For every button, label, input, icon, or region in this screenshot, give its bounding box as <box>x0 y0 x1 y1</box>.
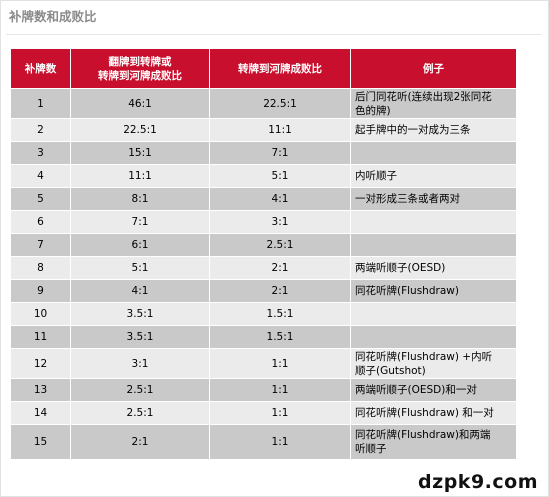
flop-or-turn-odds-cell: 15:1 <box>70 141 210 165</box>
example-cell <box>350 325 517 349</box>
example-cell <box>350 233 517 257</box>
turn-to-river-odds-cell: 11:1 <box>209 118 351 142</box>
title-divider <box>6 34 541 35</box>
outs-cell: 10 <box>10 302 71 326</box>
flop-or-turn-odds-cell: 2.5:1 <box>70 378 210 402</box>
table-row: 11 3.5:1 1.5:1 <box>10 325 517 349</box>
turn-to-river-odds-cell: 5:1 <box>209 164 351 188</box>
table-header-row: 补牌数 翻牌到转牌或 转牌到河牌成败比 转牌到河牌成败比 例子 <box>10 48 517 89</box>
table-row: 2 22.5:1 11:1 起手牌中的一对成为三条 <box>10 118 517 142</box>
flop-or-turn-odds-cell: 4:1 <box>70 279 210 303</box>
outs-cell: 9 <box>10 279 71 303</box>
example-cell: 内听顺子 <box>350 164 517 188</box>
section-title: 补牌数和成败比 <box>9 9 97 24</box>
turn-to-river-odds-cell: 1:1 <box>209 401 351 425</box>
flop-or-turn-odds-cell: 6:1 <box>70 233 210 257</box>
table-row: 7 6:1 2.5:1 <box>10 233 517 257</box>
table-row: 12 3:1 1:1 同花听牌(Flushdraw) +内听 顺子(Gutshot) <box>10 348 517 379</box>
flop-or-turn-odds-cell: 3.5:1 <box>70 302 210 326</box>
site-watermark: dzpk9.com <box>418 471 538 493</box>
example-cell: 同花听牌(Flushdraw) 和一对 <box>350 401 517 425</box>
header-outs: 补牌数 <box>10 48 71 89</box>
table-row: 15 2:1 1:1 同花听牌(Flushdraw)和两端 听顺子 <box>10 424 517 460</box>
table-row: 13 2.5:1 1:1 两端听顺子(OESD)和一对 <box>10 378 517 402</box>
example-cell <box>350 302 517 326</box>
table-row: 1 46:1 22.5:1 后门同花听(连续出现2张同花 色的牌) <box>10 88 517 119</box>
flop-or-turn-odds-cell: 2:1 <box>70 424 210 460</box>
example-cell: 后门同花听(连续出现2张同花 色的牌) <box>350 88 517 119</box>
flop-or-turn-odds-cell: 5:1 <box>70 256 210 280</box>
outs-cell: 11 <box>10 325 71 349</box>
table-row: 6 7:1 3:1 <box>10 210 517 234</box>
header-flop-or-turn-odds: 翻牌到转牌或 转牌到河牌成败比 <box>70 48 210 89</box>
turn-to-river-odds-cell: 1.5:1 <box>209 325 351 349</box>
example-cell: 同花听牌(Flushdraw) +内听 顺子(Gutshot) <box>350 348 517 379</box>
table-row: 14 2.5:1 1:1 同花听牌(Flushdraw) 和一对 <box>10 401 517 425</box>
flop-or-turn-odds-cell: 3.5:1 <box>70 325 210 349</box>
table-row: 3 15:1 7:1 <box>10 141 517 165</box>
outs-cell: 8 <box>10 256 71 280</box>
header-turn-to-river-odds: 转牌到河牌成败比 <box>209 48 351 89</box>
turn-to-river-odds-cell: 2:1 <box>209 256 351 280</box>
table-row: 9 4:1 2:1 同花听牌(Flushdraw) <box>10 279 517 303</box>
example-cell: 同花听牌(Flushdraw)和两端 听顺子 <box>350 424 517 460</box>
outs-cell: 4 <box>10 164 71 188</box>
outs-cell: 2 <box>10 118 71 142</box>
example-cell: 两端听顺子(OESD)和一对 <box>350 378 517 402</box>
flop-or-turn-odds-cell: 11:1 <box>70 164 210 188</box>
turn-to-river-odds-cell: 2.5:1 <box>209 233 351 257</box>
turn-to-river-odds-cell: 22.5:1 <box>209 88 351 119</box>
turn-to-river-odds-cell: 1:1 <box>209 424 351 460</box>
flop-or-turn-odds-cell: 46:1 <box>70 88 210 119</box>
header-example: 例子 <box>350 48 517 89</box>
turn-to-river-odds-cell: 7:1 <box>209 141 351 165</box>
turn-to-river-odds-cell: 1.5:1 <box>209 302 351 326</box>
example-cell: 一对形成三条或者两对 <box>350 187 517 211</box>
table-row: 10 3.5:1 1.5:1 <box>10 302 517 326</box>
outs-cell: 15 <box>10 424 71 460</box>
example-cell: 起手牌中的一对成为三条 <box>350 118 517 142</box>
flop-or-turn-odds-cell: 7:1 <box>70 210 210 234</box>
example-cell <box>350 210 517 234</box>
table-row: 4 11:1 5:1 内听顺子 <box>10 164 517 188</box>
outs-cell: 12 <box>10 348 71 379</box>
outs-cell: 14 <box>10 401 71 425</box>
outs-cell: 5 <box>10 187 71 211</box>
flop-or-turn-odds-cell: 8:1 <box>70 187 210 211</box>
turn-to-river-odds-cell: 1:1 <box>209 348 351 379</box>
example-cell: 两端听顺子(OESD) <box>350 256 517 280</box>
flop-or-turn-odds-cell: 22.5:1 <box>70 118 210 142</box>
outs-odds-table: 补牌数 翻牌到转牌或 转牌到河牌成败比 转牌到河牌成败比 例子 1 46:1 22.… <box>10 48 517 460</box>
table-row: 8 5:1 2:1 两端听顺子(OESD) <box>10 256 517 280</box>
turn-to-river-odds-cell: 2:1 <box>209 279 351 303</box>
turn-to-river-odds-cell: 3:1 <box>209 210 351 234</box>
outs-cell: 6 <box>10 210 71 234</box>
flop-or-turn-odds-cell: 2.5:1 <box>70 401 210 425</box>
turn-to-river-odds-cell: 1:1 <box>209 378 351 402</box>
outs-cell: 1 <box>10 88 71 119</box>
turn-to-river-odds-cell: 4:1 <box>209 187 351 211</box>
example-cell: 同花听牌(Flushdraw) <box>350 279 517 303</box>
flop-or-turn-odds-cell: 3:1 <box>70 348 210 379</box>
outs-cell: 7 <box>10 233 71 257</box>
table-row: 5 8:1 4:1 一对形成三条或者两对 <box>10 187 517 211</box>
outs-cell: 13 <box>10 378 71 402</box>
outs-cell: 3 <box>10 141 71 165</box>
example-cell <box>350 141 517 165</box>
